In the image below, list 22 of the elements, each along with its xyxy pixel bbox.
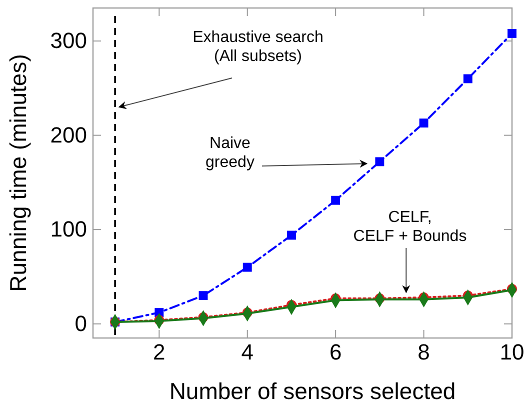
x-tick-label: 10 <box>500 340 524 365</box>
point <box>198 291 208 300</box>
y-tick-label: 300 <box>50 28 87 54</box>
point <box>287 230 296 240</box>
y-tick-label: 100 <box>50 216 87 242</box>
point <box>463 74 472 84</box>
annotation: Naive greedy <box>206 135 254 171</box>
annotation: CELF, CELF + Bounds <box>353 209 467 245</box>
y-tick-label: 0 <box>74 310 87 336</box>
annotation: Exhaustive search (All subsets) <box>192 29 324 65</box>
point <box>375 157 384 166</box>
point <box>419 118 428 128</box>
point <box>331 196 340 205</box>
x-tick-label: 4 <box>241 340 254 365</box>
x-tick-label: 2 <box>153 340 166 365</box>
y-tick-label: 200 <box>50 122 87 148</box>
x-tick-label: 8 <box>418 340 430 365</box>
x-tick-label: 6 <box>329 340 342 365</box>
point <box>508 28 516 38</box>
x-axis-title: Number of sensors selected <box>169 378 456 404</box>
y-axis-title: Running time (minutes) <box>5 54 31 292</box>
point <box>242 262 252 272</box>
